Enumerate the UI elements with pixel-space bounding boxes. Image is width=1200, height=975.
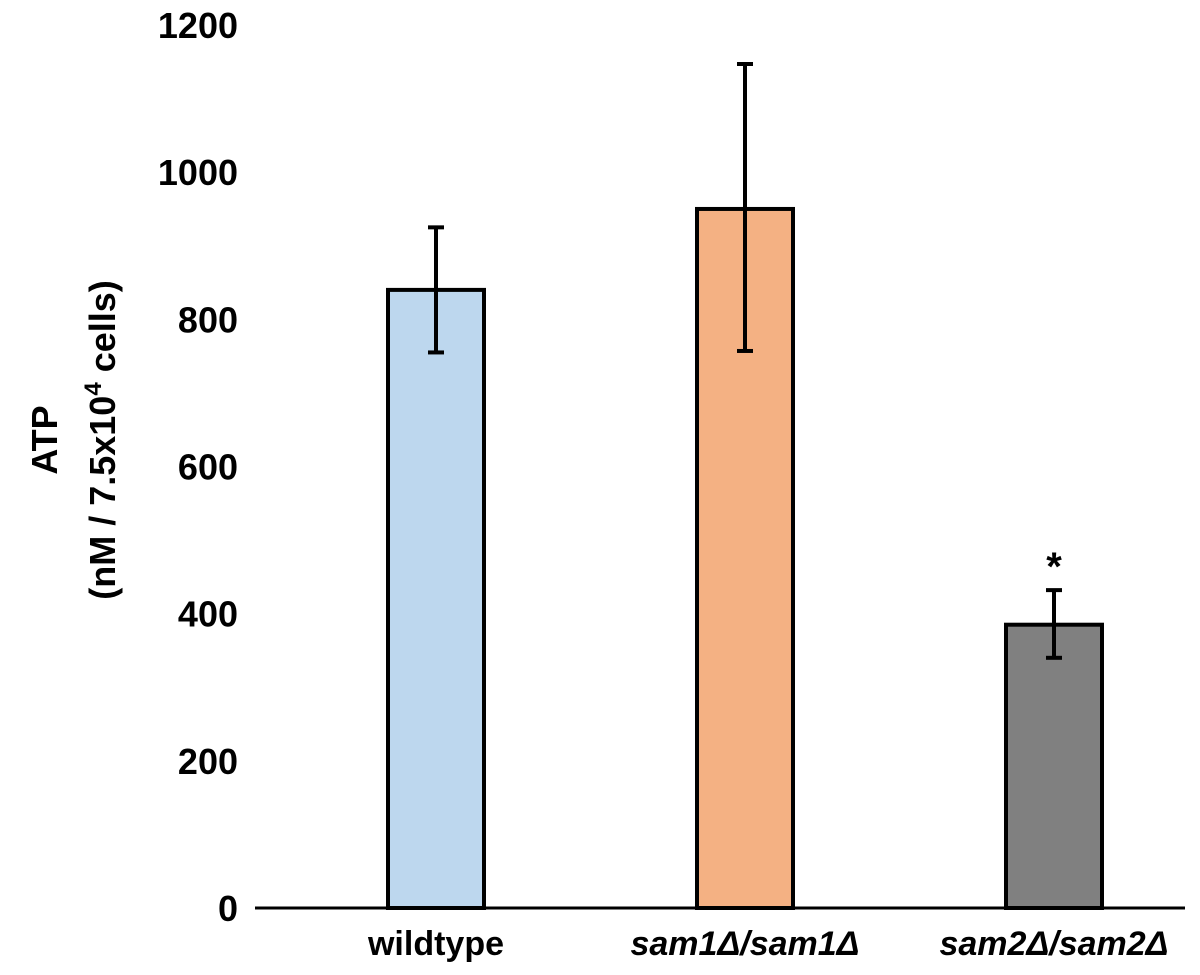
y-axis-label-line1: ATP [24,405,65,474]
annotations: * [1046,545,1062,589]
y-axis-label-line2-superscript: 4 [80,382,107,396]
y-tick-labels: 0 200 400 600 800 1000 1200 [158,5,238,929]
y-tick-label: 800 [178,299,238,340]
error-bar [428,225,444,355]
y-tick-label: 600 [178,447,238,488]
bar [386,287,486,910]
y-axis-label-line2-suffix: cells) [82,280,123,382]
y-tick-label: 1200 [158,5,238,46]
error-bar [737,61,753,353]
y-axis-label-line2-prefix: (nM / 7.5x10 [82,396,123,600]
x-tick-label: sam2Δ/sam2Δ [939,925,1168,963]
y-tick-label: 400 [178,594,238,635]
y-tick-label: 200 [178,741,238,782]
significance-marker: * [1046,545,1062,589]
y-axis-label: ATP (nM / 7.5x104 cells) [24,280,123,600]
error-bar [1046,588,1062,660]
bar [1004,622,1104,910]
y-axis-label-line2: (nM / 7.5x104 cells) [80,280,123,600]
y-tick-label: 0 [218,888,238,929]
x-tick-label: wildtype [367,925,504,963]
x-tick-labels: wildtype sam1Δ/sam1Δ sam2Δ/sam2Δ [367,925,1169,963]
y-tick-label: 1000 [158,152,238,193]
x-tick-label: sam1Δ/sam1Δ [630,925,859,963]
error-bars [428,61,1062,660]
